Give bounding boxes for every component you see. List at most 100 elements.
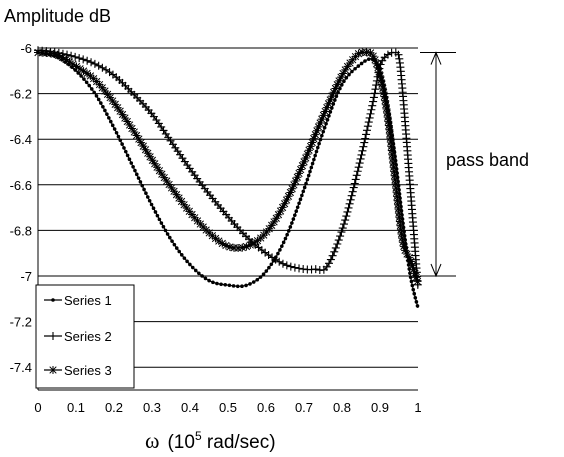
marker-plus [351, 175, 360, 184]
marker-dot [112, 127, 117, 131]
data-point [131, 164, 135, 169]
marker-star [65, 57, 74, 66]
marker-star [130, 127, 139, 136]
data-point [136, 176, 141, 180]
marker-dot [94, 94, 99, 98]
data-point [353, 66, 357, 71]
data-point [394, 209, 403, 218]
data-point [105, 112, 109, 116]
marker-plus [75, 54, 84, 63]
marker-star [372, 59, 381, 68]
marker-star [274, 210, 283, 219]
marker-dot [51, 298, 55, 302]
marker-star [276, 207, 285, 216]
marker-star [383, 109, 392, 118]
data-point [358, 146, 367, 155]
marker-plus [362, 126, 371, 135]
data-point [322, 103, 331, 112]
series-3 [34, 48, 422, 286]
marker-dot [122, 146, 126, 150]
data-point [387, 146, 396, 155]
data-point [396, 221, 405, 230]
marker-star [354, 49, 363, 58]
marker-star [383, 113, 392, 122]
data-point [221, 241, 230, 250]
marker-plus [333, 239, 342, 248]
y-axis-label: Amplitude dB [4, 6, 111, 26]
marker-star [401, 246, 410, 255]
data-point [396, 225, 405, 234]
data-point [127, 124, 136, 133]
data-point [314, 149, 319, 154]
data-point [242, 242, 251, 251]
marker-star [389, 163, 398, 172]
marker-star [327, 92, 336, 101]
data-point [409, 265, 418, 274]
marker-dot [84, 80, 89, 85]
marker-star [148, 156, 157, 165]
data-point [140, 183, 145, 188]
data-point [331, 84, 340, 93]
data-point [79, 67, 88, 76]
marker-star [392, 184, 401, 193]
data-point [291, 177, 300, 186]
data-point [382, 104, 391, 113]
marker-dot [244, 283, 248, 288]
marker-dot [310, 161, 315, 166]
data-point [203, 276, 208, 281]
marker-dot [359, 61, 364, 66]
marker-dot [167, 235, 172, 240]
marker-star [391, 179, 400, 188]
data-point [101, 104, 105, 109]
data-point [63, 50, 72, 59]
marker-star [375, 67, 384, 76]
data-point [363, 59, 367, 63]
data-point [264, 269, 269, 273]
data-point [372, 59, 381, 68]
data-point [381, 96, 390, 105]
marker-star [333, 80, 342, 89]
data-point [286, 262, 295, 271]
marker-star [339, 69, 348, 78]
data-point [120, 114, 129, 123]
marker-dot [157, 217, 162, 222]
marker-star [391, 175, 400, 184]
marker-star [321, 107, 330, 116]
data-point [395, 213, 404, 222]
marker-plus [369, 97, 378, 106]
marker-star [326, 95, 335, 104]
data-point [244, 283, 248, 288]
marker-dot [96, 97, 101, 102]
data-point [383, 113, 392, 122]
x-axis-unit-prefix: (10 [167, 432, 194, 453]
data-point [352, 171, 361, 180]
x-tick-label: 0.1 [67, 400, 85, 415]
marker-dot [147, 198, 152, 203]
data-point [94, 94, 99, 98]
marker-star [398, 234, 407, 243]
marker-dot [328, 110, 333, 114]
marker-star [304, 146, 313, 155]
data-point [415, 304, 420, 308]
data-point [211, 280, 215, 285]
data-point [309, 165, 314, 170]
marker-plus [394, 50, 403, 59]
marker-star [103, 90, 112, 99]
data-point [369, 93, 378, 102]
data-point [246, 240, 255, 249]
legend-entry-series-2: Series 2 [44, 329, 112, 344]
data-point [49, 332, 57, 340]
data-point [317, 141, 321, 146]
data-point [326, 255, 335, 264]
marker-dot [267, 265, 271, 270]
marker-dot [297, 201, 301, 206]
x-tick-label: 0.2 [105, 400, 123, 415]
marker-star [284, 192, 293, 201]
marker-star [413, 277, 422, 286]
marker-plus [346, 195, 355, 204]
marker-dot [411, 287, 416, 292]
data-point [301, 153, 310, 162]
data-point [155, 213, 160, 218]
marker-star [377, 75, 386, 84]
